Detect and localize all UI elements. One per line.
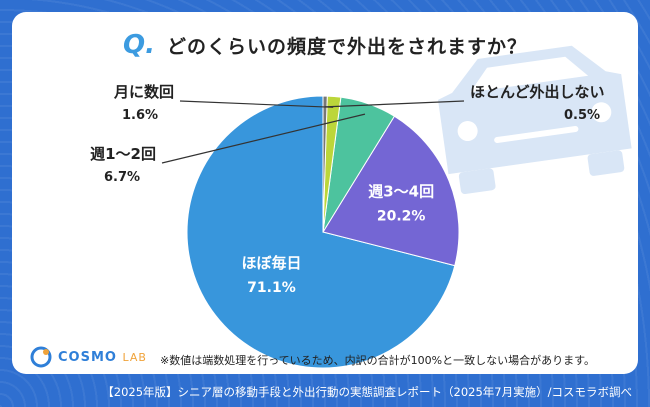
logo-sub-text: LAB: [122, 350, 147, 364]
source-credit: 【2025年版】シニア層の移動手段と外出行動の実態調査レポート（2025年7月実…: [102, 385, 632, 399]
car-illustration: [438, 45, 632, 195]
leader-line-4: [179, 100, 334, 108]
content-card: Q. どのくらいの頻度で外出をされますか？ ほぼ毎日 71.1% 週3〜4回 20.2…: [12, 12, 638, 374]
slice-label-3: 週1〜2回: [90, 145, 156, 163]
question-mark: Q.: [123, 30, 155, 60]
slice-value-3: 6.7%: [104, 170, 140, 185]
slice-value-5: 0.5%: [564, 108, 600, 123]
slice-value-2: 20.2%: [377, 208, 426, 224]
slice-label-2: 週3〜4回: [368, 182, 434, 200]
leader-line-3: [161, 113, 366, 164]
pie-slice-2: [322, 115, 460, 267]
slice-label-5: ほとんど外出しない: [470, 83, 605, 101]
pie-slice-5: [322, 95, 328, 233]
logo-mark-icon: [30, 346, 52, 368]
question-title: どのくらいの頻度で外出をされますか？: [166, 35, 527, 58]
leader-line-5: [324, 100, 465, 108]
pie-slice-1: [186, 95, 456, 369]
slice-value-4: 1.6%: [122, 108, 158, 123]
slice-value-1: 71.1%: [247, 280, 296, 296]
logo-main-text: COSMO: [58, 349, 117, 365]
slice-label-4: 月に数回: [113, 83, 174, 101]
question-header: Q. どのくらいの頻度で外出をされますか？: [12, 30, 638, 60]
slice-label-1: ほぼ毎日: [241, 254, 301, 272]
pie-chart: ほぼ毎日 71.1% 週3〜4回 20.2% 週1〜2回 6.7% 月に数回 1.6% ほとんど…: [90, 83, 605, 369]
cosmo-lab-logo: COSMO LAB: [30, 346, 147, 368]
footnote: ※数値は端数処理を行っているため、内訳の合計が100%と一致しない場合があります…: [160, 354, 596, 367]
